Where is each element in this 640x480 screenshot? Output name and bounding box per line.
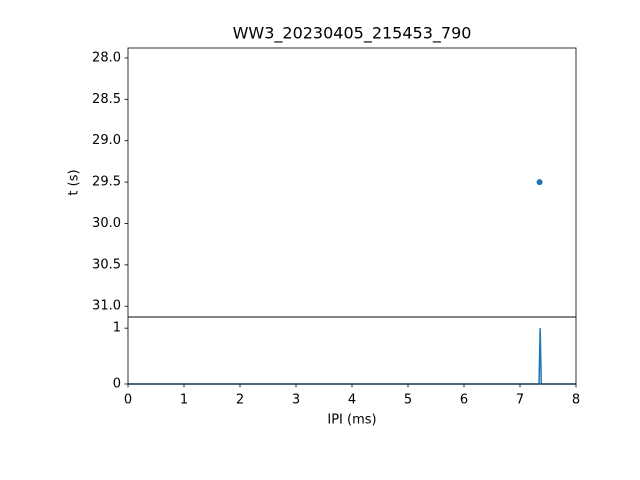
x-tick-label: 2 [236, 393, 244, 408]
y-tick-label: 29.5 [92, 175, 121, 190]
y-tick-label: 1 [113, 321, 121, 336]
chart-title: WW3_20230405_215453_790 [233, 24, 472, 44]
x-tick-label: 0 [124, 393, 132, 408]
x-tick-label: 3 [292, 393, 300, 408]
x-tick-label: 7 [516, 393, 524, 408]
point [536, 179, 543, 186]
x-tick-label: 6 [460, 393, 468, 408]
y-axis-label: t (s) [67, 169, 82, 195]
x-tick-label: 8 [572, 393, 580, 408]
y-tick-label: 28.0 [92, 50, 121, 65]
x-tick-label: 4 [348, 393, 356, 408]
y-tick-label: 30.0 [92, 216, 121, 231]
y-tick-label: 31.0 [92, 299, 121, 314]
x-axis-label: IPI (ms) [327, 413, 376, 428]
x-tick-label: 5 [404, 393, 412, 408]
y-tick-label: 28.5 [92, 92, 121, 107]
axes-frame [127, 316, 577, 385]
x-tick-label: 1 [180, 393, 188, 408]
y-tick-label: 0 [113, 377, 121, 392]
y-tick-label: 30.5 [92, 257, 121, 272]
y-tick-label: 29.0 [92, 133, 121, 148]
